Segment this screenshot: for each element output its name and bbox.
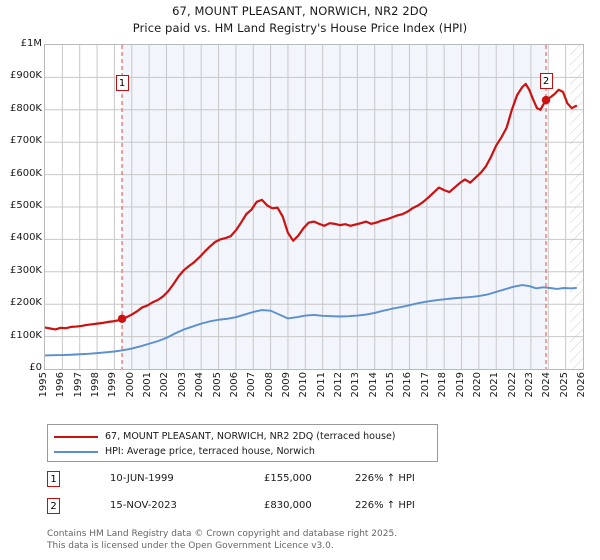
price-line — [45, 82, 578, 331]
chart-legend: 67, MOUNT PLEASANT, NORWICH, NR2 2DQ (te… — [47, 424, 438, 462]
x-axis-tick-label: 2015 — [385, 372, 397, 398]
legend-item-hpi: HPI: Average price, terraced house, Norw… — [54, 444, 431, 459]
x-axis-tick-label: 2013 — [350, 372, 362, 398]
x-axis-tick-label: 2005 — [211, 372, 223, 398]
footer: Contains HM Land Registry data © Crown c… — [47, 529, 567, 552]
gridlines — [45, 45, 583, 369]
page-subtitle: Price paid vs. HM Land Registry's House … — [132, 21, 468, 35]
y-axis-tick-label: £400K — [9, 232, 42, 244]
x-axis-tick-label: 2025 — [558, 372, 570, 398]
x-axis: 1995 1996 1997 1998 1999 2000 2001 2002 2003 2004… — [38, 372, 587, 418]
x-axis-tick-label: 1999 — [107, 372, 119, 398]
transaction-badge-1: 1 — [47, 471, 60, 487]
x-axis-tick-label: 2026 — [576, 372, 587, 398]
x-axis-tick-label: 2022 — [506, 372, 518, 398]
transaction-dots — [117, 95, 551, 323]
table-row[interactable]: 2 15-NOV-2023 £830,000 226% ↑ HPI — [47, 497, 467, 524]
y-axis-tick-label: £900K — [9, 70, 42, 82]
page-title: 67, MOUNT PLEASANT, NORWICH, NR2 2DQ — [172, 4, 428, 18]
hpi-line — [45, 284, 578, 357]
x-axis-tick-label: 2012 — [333, 372, 345, 398]
transaction-price-2: £830,000 — [264, 500, 312, 511]
transaction-badge-2: 2 — [47, 498, 60, 514]
transaction-date-1: 10-JUN-1999 — [110, 473, 174, 484]
x-axis-tick-label: 1997 — [72, 372, 84, 398]
x-axis-tick-label: 2011 — [315, 372, 327, 398]
y-axis-tick-label: £300K — [9, 264, 42, 276]
y-axis-tick-label: £0 — [29, 362, 42, 373]
x-axis-tick-label: 2010 — [298, 372, 310, 398]
legend-item-price: 67, MOUNT PLEASANT, NORWICH, NR2 2DQ (te… — [54, 429, 431, 444]
x-axis-tick-label: 2004 — [194, 372, 206, 398]
x-axis-tick-label: 1996 — [55, 372, 67, 398]
y-axis-tick-label: £800K — [9, 102, 42, 114]
x-axis-tick-label: 2017 — [419, 372, 431, 398]
x-axis-tick-label: 2018 — [437, 372, 449, 398]
x-axis-tick-label: 2020 — [471, 372, 483, 398]
x-axis-tick-label: 2002 — [159, 372, 171, 398]
x-axis-tick-label: 2023 — [523, 372, 535, 398]
x-axis-tick-label: 2016 — [402, 372, 414, 398]
x-axis-tick-label: 2006 — [228, 372, 240, 398]
x-axis-tick-label: 1995 — [38, 372, 49, 398]
x-axis-tick-label: 2003 — [176, 372, 188, 398]
transaction-list: 1 10-JUN-1999 £155,000 226% ↑ HPI 2 15-N… — [47, 470, 467, 524]
y-axis-tick-label: £200K — [9, 297, 42, 309]
x-axis-tick-label: 2024 — [541, 372, 553, 398]
table-row[interactable]: 1 10-JUN-1999 £155,000 226% ↑ HPI — [47, 470, 467, 497]
x-axis-tick-label: 2014 — [367, 372, 379, 398]
x-axis-tick-label: 2009 — [280, 372, 292, 398]
transaction-date-2: 15-NOV-2023 — [110, 500, 177, 511]
chart-svg — [45, 45, 583, 369]
y-axis-tick-label: £600K — [9, 167, 42, 179]
x-axis-tick-label: 2019 — [454, 372, 466, 398]
y-axis: £0 £100K £200K £300K £400K £500K £600K £700K £80… — [0, 0, 42, 420]
footer-line-2: This data is licensed under the Open Gov… — [47, 540, 334, 551]
y-axis-tick-label: £100K — [9, 329, 42, 341]
x-axis-tick-label: 2007 — [246, 372, 258, 398]
x-axis-tick-label: 2001 — [142, 372, 154, 398]
y-axis-tick-label: £700K — [9, 135, 42, 147]
x-axis-tick-label: 2008 — [263, 372, 275, 398]
transaction-price-1: £155,000 — [264, 473, 312, 484]
legend-label-price: 67, MOUNT PLEASANT, NORWICH, NR2 2DQ (te… — [105, 431, 396, 442]
legend-label-hpi: HPI: Average price, terraced house, Norw… — [105, 446, 315, 457]
x-axis-tick-label: 2000 — [124, 372, 136, 398]
legend-swatch-price — [54, 435, 98, 438]
transaction-hpi-delta-2: 226% ↑ HPI — [355, 500, 415, 511]
chart-marker-badge-2[interactable]: 2 — [539, 73, 553, 89]
y-axis-tick-label: £500K — [9, 200, 42, 211]
chart-marker-badge-1[interactable]: 1 — [115, 75, 129, 91]
x-axis-tick-label: 1998 — [90, 372, 102, 398]
transaction-hpi-delta-1: 226% ↑ HPI — [355, 473, 415, 484]
y-axis-tick-label: £1M — [20, 38, 42, 49]
legend-swatch-hpi — [54, 450, 98, 453]
x-axis-tick-label: 2021 — [489, 372, 501, 398]
footer-line-1: Contains HM Land Registry data © Crown c… — [47, 529, 398, 539]
